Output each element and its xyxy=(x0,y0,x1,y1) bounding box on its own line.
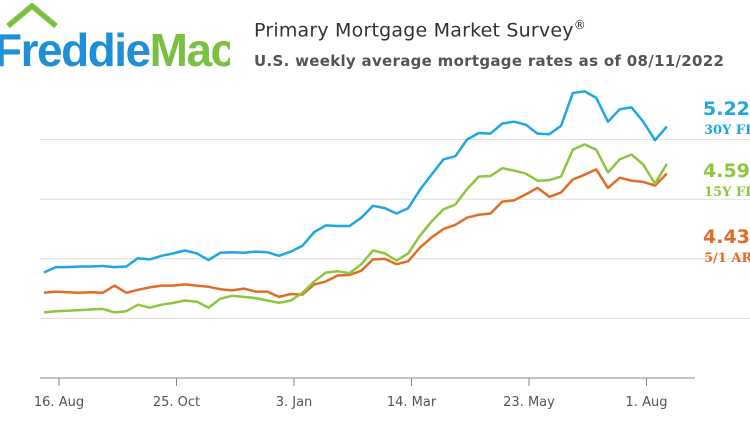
end-label-15y: 15Y FRM xyxy=(704,185,750,200)
x-tick-label: 14. Mar xyxy=(387,395,437,410)
x-tick-label: 23. May xyxy=(503,395,555,410)
end-labels: 5.22 30Y FRM 4.59 15Y FRM 4.43 5/1 ARM xyxy=(703,98,750,266)
series-line-15y-frm xyxy=(43,143,668,314)
freddie-mac-logo: FreddieMac xyxy=(0,2,230,76)
series-lines xyxy=(43,90,668,314)
brand-name-part1: Freddie xyxy=(0,24,151,76)
svg-text:FreddieMac: FreddieMac xyxy=(0,24,230,76)
end-value-15y: 4.59 xyxy=(703,160,750,182)
end-value-30y: 5.22 xyxy=(703,98,750,120)
chart-title: Primary Mortgage Market Survey® xyxy=(254,18,586,42)
x-tick-label: 25. Oct xyxy=(153,395,200,410)
end-label-5-1-arm: 5/1 ARM xyxy=(704,251,750,266)
x-axis: 16. Aug 25. Oct 3. Jan 14. Mar 23. May 1. Aug xyxy=(34,377,695,410)
house-roof-icon xyxy=(6,2,58,29)
x-tick-label: 16. Aug xyxy=(34,395,84,410)
x-tick-label: 1. Aug xyxy=(626,395,668,410)
brand-name-part2: Mac xyxy=(150,24,230,76)
chart-subtitle: U.S. weekly average mortgage rates as of… xyxy=(254,52,725,70)
end-label-30y: 30Y FRM xyxy=(704,123,750,138)
series-line-5-1-arm xyxy=(43,168,668,299)
end-value-5-1-arm: 4.43 xyxy=(703,226,750,248)
series-line-30y-frm xyxy=(43,90,668,274)
x-tick-label: 3. Jan xyxy=(276,395,313,410)
